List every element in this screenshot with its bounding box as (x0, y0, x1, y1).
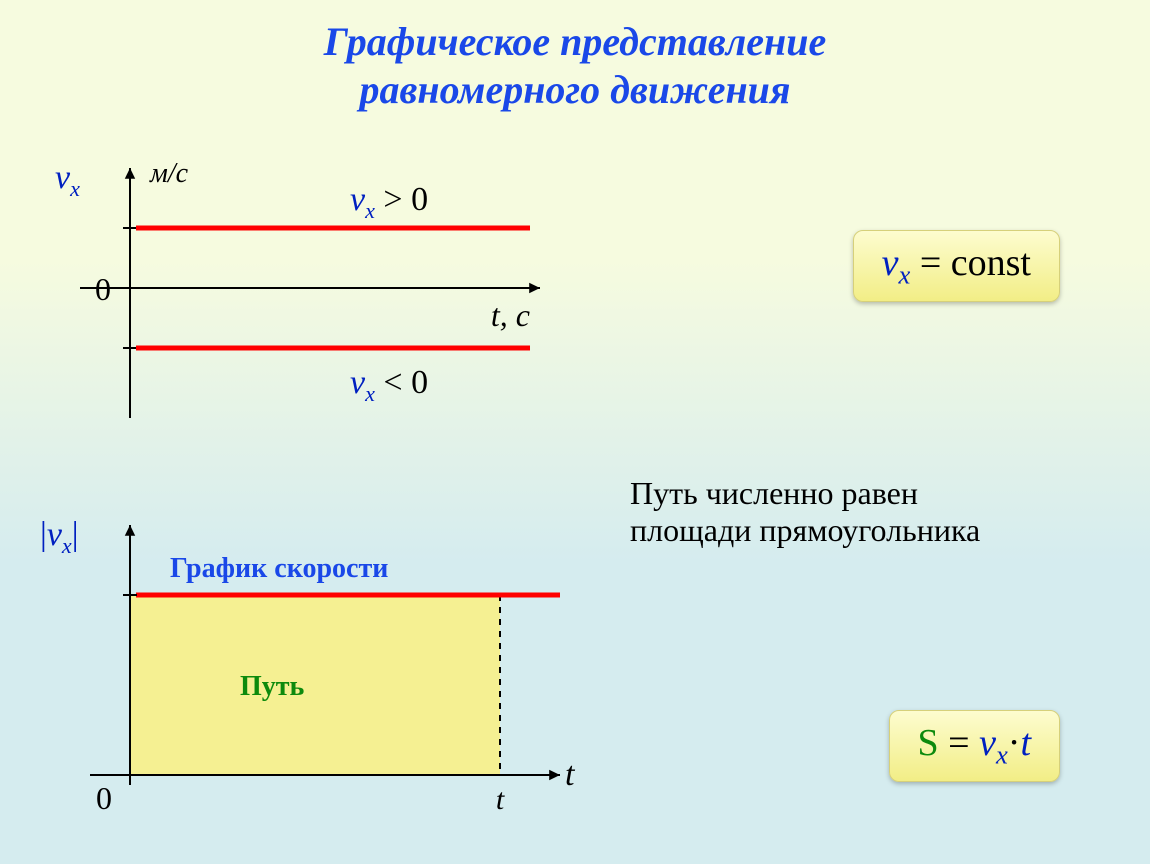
page-title: Графическое представление равномерного д… (0, 0, 1150, 114)
svg-text:Путь: Путь (240, 671, 305, 702)
formula-svt-text: S = vx·t (918, 722, 1031, 764)
side-line2: площади прямоугольника (630, 512, 980, 548)
velocity-chart-abs: График скорости Путь |vx| t t 0 (40, 505, 600, 835)
svg-text:0: 0 (95, 271, 111, 307)
formula-vconst: vx = const (853, 230, 1060, 302)
formula-svt: S = vx·t (889, 710, 1060, 782)
velocity-chart-signed: vx > 0 vx < 0 vx м/с t, с 0 (40, 158, 600, 478)
velocity-chart-svg: vx > 0 vx < 0 vx м/с t, с 0 (40, 158, 600, 478)
svg-text:vx: vx (55, 159, 80, 201)
svg-text:|vx|: |vx| (40, 516, 79, 558)
svg-text:t, с: t, с (491, 297, 530, 333)
title-line2: равномерного движения (359, 67, 790, 112)
svg-text:м/с: м/с (149, 158, 189, 189)
svg-text:t: t (496, 783, 505, 816)
svg-text:t: t (565, 756, 576, 793)
formula-vconst-text: vx = const (882, 242, 1031, 284)
side-line1: Путь численно равен (630, 475, 918, 511)
velocity-chart-abs-svg: График скорости Путь |vx| t t 0 (40, 505, 600, 835)
title-line1: Графическое представление (324, 19, 826, 64)
svg-text:График скорости: График скорости (170, 553, 388, 584)
svg-text:vx > 0: vx > 0 (350, 181, 428, 223)
svg-text:0: 0 (96, 780, 112, 816)
side-explanation: Путь численно равен площади прямоугольни… (630, 475, 1100, 549)
svg-text:vx < 0: vx < 0 (350, 364, 428, 406)
